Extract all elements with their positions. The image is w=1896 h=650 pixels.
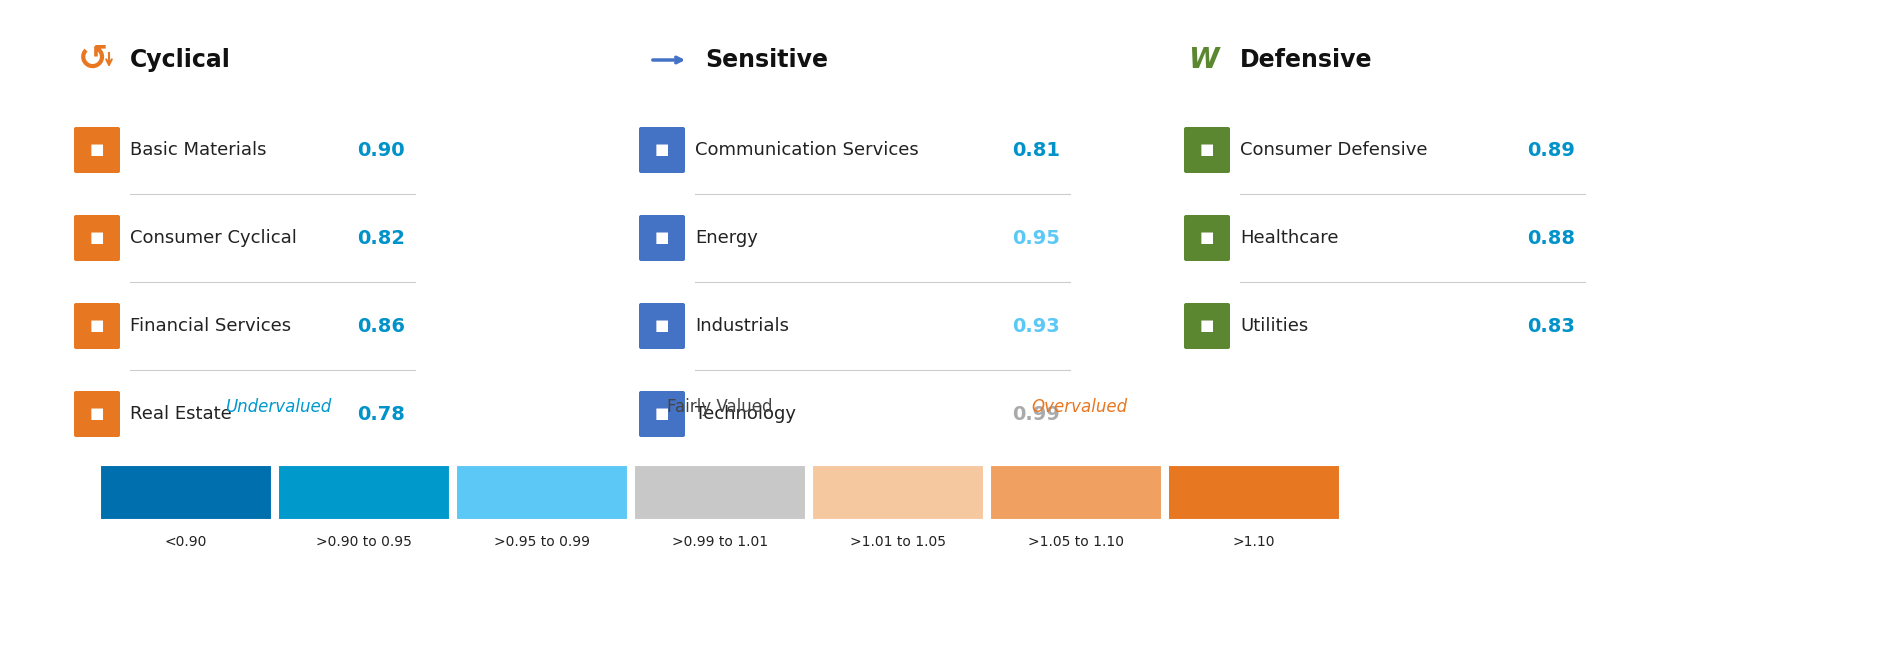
- Text: ■: ■: [89, 406, 104, 421]
- FancyBboxPatch shape: [639, 303, 684, 349]
- Text: Energy: Energy: [696, 229, 758, 247]
- Text: Basic Materials: Basic Materials: [131, 141, 267, 159]
- FancyBboxPatch shape: [639, 391, 684, 437]
- Text: Consumer Defensive: Consumer Defensive: [1240, 141, 1428, 159]
- Text: W: W: [1187, 46, 1219, 74]
- Text: Healthcare: Healthcare: [1240, 229, 1339, 247]
- Text: Industrials: Industrials: [696, 317, 789, 335]
- Bar: [457, 465, 628, 520]
- Text: ■: ■: [654, 231, 669, 246]
- Text: Consumer Cyclical: Consumer Cyclical: [131, 229, 298, 247]
- Bar: [1168, 465, 1340, 520]
- FancyBboxPatch shape: [639, 127, 684, 173]
- Text: ■: ■: [1200, 142, 1213, 157]
- Text: 0.86: 0.86: [356, 317, 406, 335]
- Text: Defensive: Defensive: [1240, 48, 1373, 72]
- Bar: [990, 465, 1162, 520]
- Text: 0.82: 0.82: [356, 229, 406, 248]
- FancyBboxPatch shape: [639, 215, 684, 261]
- Text: <0.90: <0.90: [165, 535, 207, 549]
- Bar: [100, 465, 271, 520]
- Text: >1.05 to 1.10: >1.05 to 1.10: [1028, 535, 1124, 549]
- FancyBboxPatch shape: [74, 391, 119, 437]
- Text: Utilities: Utilities: [1240, 317, 1308, 335]
- Text: ■: ■: [654, 406, 669, 421]
- Text: Technology: Technology: [696, 405, 796, 423]
- Text: >1.01 to 1.05: >1.01 to 1.05: [849, 535, 946, 549]
- Bar: [811, 465, 984, 520]
- Text: ■: ■: [654, 142, 669, 157]
- Text: Sensitive: Sensitive: [705, 48, 829, 72]
- Text: >0.99 to 1.01: >0.99 to 1.01: [671, 535, 768, 549]
- Text: Real Estate: Real Estate: [131, 405, 231, 423]
- Text: 0.88: 0.88: [1526, 229, 1576, 248]
- Text: 0.99: 0.99: [1012, 404, 1060, 424]
- Text: 0.81: 0.81: [1012, 140, 1060, 159]
- Text: Cyclical: Cyclical: [131, 48, 231, 72]
- Text: >0.95 to 0.99: >0.95 to 0.99: [495, 535, 590, 549]
- FancyBboxPatch shape: [74, 215, 119, 261]
- Text: 0.95: 0.95: [1012, 229, 1060, 248]
- Text: >1.10: >1.10: [1232, 535, 1276, 549]
- Text: 0.89: 0.89: [1526, 140, 1576, 159]
- Text: ■: ■: [89, 142, 104, 157]
- Text: 0.78: 0.78: [356, 404, 406, 424]
- Text: 0.83: 0.83: [1526, 317, 1576, 335]
- Text: Overvalued: Overvalued: [1031, 398, 1126, 417]
- FancyBboxPatch shape: [74, 127, 119, 173]
- Text: ■: ■: [654, 318, 669, 333]
- Text: 0.90: 0.90: [356, 140, 406, 159]
- Text: >0.90 to 0.95: >0.90 to 0.95: [317, 535, 411, 549]
- Text: ■: ■: [1200, 231, 1213, 246]
- FancyBboxPatch shape: [1183, 215, 1231, 261]
- Text: Undervalued: Undervalued: [226, 398, 332, 417]
- Text: Financial Services: Financial Services: [131, 317, 292, 335]
- Bar: [279, 465, 449, 520]
- Text: ↺: ↺: [78, 43, 108, 77]
- Text: Fairly Valued: Fairly Valued: [667, 398, 774, 417]
- FancyBboxPatch shape: [1183, 303, 1231, 349]
- Bar: [633, 465, 806, 520]
- Text: ■: ■: [89, 318, 104, 333]
- Text: ■: ■: [1200, 318, 1213, 333]
- Text: ■: ■: [89, 231, 104, 246]
- FancyBboxPatch shape: [74, 303, 119, 349]
- Text: Communication Services: Communication Services: [696, 141, 920, 159]
- FancyBboxPatch shape: [1183, 127, 1231, 173]
- Text: 0.93: 0.93: [1012, 317, 1060, 335]
